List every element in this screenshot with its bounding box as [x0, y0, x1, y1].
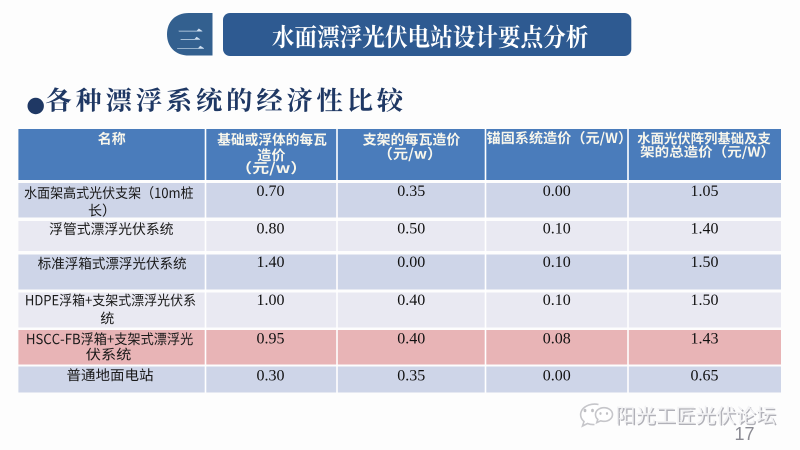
svg-text:0.10: 0.10 — [543, 221, 571, 238]
svg-text:1.50: 1.50 — [691, 292, 719, 309]
svg-text:0.30: 0.30 — [257, 368, 285, 385]
svg-text:1.40: 1.40 — [257, 254, 285, 271]
svg-text:0.10: 0.10 — [543, 292, 571, 309]
svg-text:0.80: 0.80 — [257, 221, 285, 238]
svg-text:1.50: 1.50 — [691, 254, 719, 271]
svg-text:0.50: 0.50 — [397, 221, 425, 238]
svg-text:0.95: 0.95 — [257, 331, 285, 348]
svg-text:0.00: 0.00 — [543, 368, 571, 385]
svg-text:1.40: 1.40 — [691, 221, 719, 238]
svg-text:1.00: 1.00 — [257, 292, 285, 309]
svg-text:17: 17 — [734, 424, 754, 444]
svg-text:0.35: 0.35 — [397, 183, 425, 200]
svg-text:0.35: 0.35 — [397, 368, 425, 385]
svg-text:0.70: 0.70 — [257, 183, 285, 200]
svg-text:0.08: 0.08 — [543, 331, 571, 348]
svg-text:0.40: 0.40 — [397, 331, 425, 348]
svg-text:1.05: 1.05 — [691, 183, 719, 200]
svg-text:0.40: 0.40 — [397, 292, 425, 309]
svg-text:0.65: 0.65 — [691, 368, 719, 385]
svg-text:0.00: 0.00 — [543, 183, 571, 200]
svg-text:0.00: 0.00 — [397, 254, 425, 271]
svg-text:1.43: 1.43 — [691, 331, 719, 348]
svg-text:0.10: 0.10 — [543, 254, 571, 271]
